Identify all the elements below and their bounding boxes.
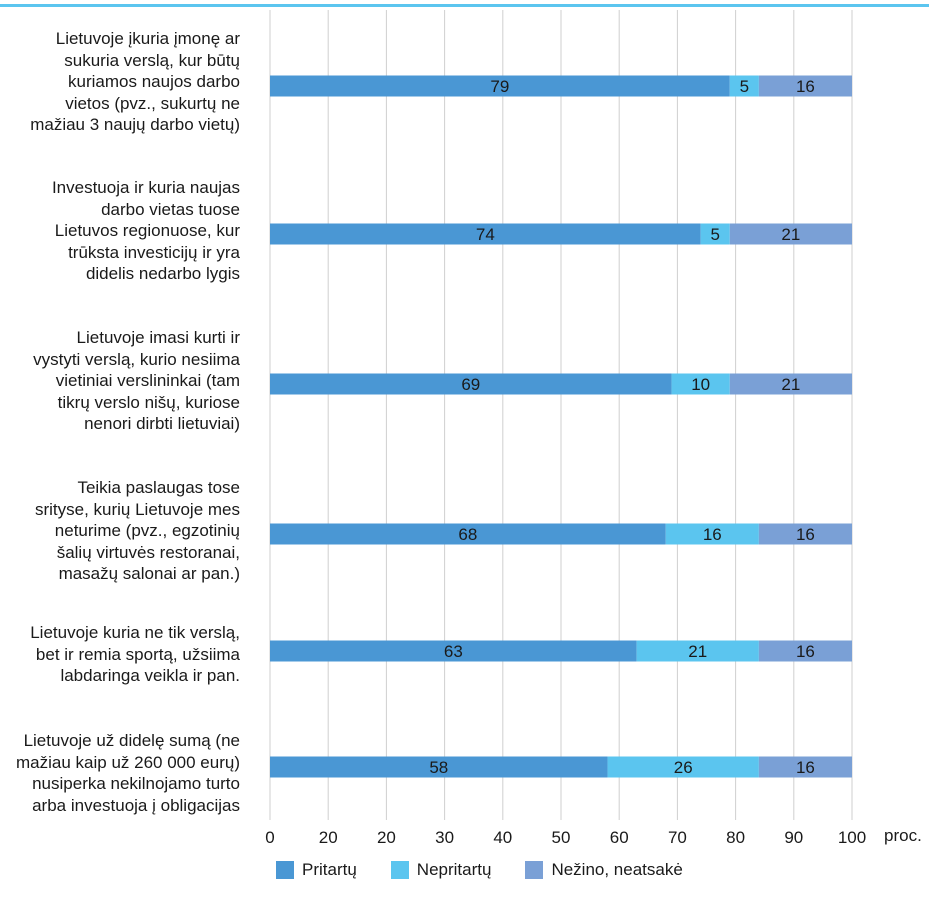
category-label-line: Lietuvoje imasi kurti ir xyxy=(76,328,240,347)
bar-value-label: 21 xyxy=(688,642,707,661)
legend-label: Pritartų xyxy=(302,860,357,879)
category-label-line: neturime (pvz., egzotinių xyxy=(54,521,240,540)
bar-segment xyxy=(270,756,608,778)
category-label-line: Lietuvos regionuose, kur xyxy=(54,221,240,240)
bar-segment xyxy=(758,75,852,97)
x-unit-label: proc. xyxy=(884,826,922,845)
legend: Pritartų Nepritartų Nežino, neatsakė xyxy=(276,860,683,880)
bar-value-label: 26 xyxy=(674,758,693,777)
x-tick-label: 20 xyxy=(319,828,338,847)
x-tick-label: 70 xyxy=(668,828,687,847)
x-tick-label: 20 xyxy=(377,828,396,847)
category-label-line: trūksta investicijų ir yra xyxy=(68,242,240,262)
bar-value-label: 5 xyxy=(710,225,719,244)
category-label-line: labdaringa veikla ir pan. xyxy=(60,666,240,685)
legend-swatch xyxy=(525,861,544,879)
bar-segment xyxy=(270,223,701,245)
category-label: Lietuvoje kuria ne tik verslą, bet ir rem… xyxy=(0,622,240,687)
category-label-line: Lietuvoje už didelę sumą (ne xyxy=(23,731,240,750)
bar-value-label: 21 xyxy=(781,375,800,394)
legend-label: Nepritartų xyxy=(416,860,492,879)
x-axis-ticks: 0 20 20 30 40 50 60 70 80 90 100 proc. xyxy=(265,826,922,847)
category-label-line: darbo vietas tuose xyxy=(101,199,240,219)
category-label-line: bet ir remia sportą, užsiima xyxy=(35,644,240,664)
x-tick-label: 90 xyxy=(784,828,803,847)
bar-segment xyxy=(270,75,730,97)
stacked-bar-chart: 79 5 16 74 5 21 69 10 21 68 16 16 63 21 16 58 26 16 0 20 20… xyxy=(265,10,922,847)
legend-item: Nežino, neatsakė xyxy=(525,860,683,880)
bar-value-label: 68 xyxy=(458,525,477,544)
legend-swatch xyxy=(276,861,294,879)
x-tick-label: 80 xyxy=(726,828,745,847)
bar-segment xyxy=(270,373,672,395)
x-tick-label: 0 xyxy=(265,828,274,847)
category-label-line: šalių virtuvės restoranai, xyxy=(56,542,240,562)
category-label-line: Lietuvoje įkuria įmonę ar xyxy=(55,29,240,48)
category-label-line: Investuoja ir kuria naujas xyxy=(51,178,240,197)
x-tick-label: 30 xyxy=(435,828,454,847)
bar-value-label: 16 xyxy=(796,525,815,544)
bar-segment xyxy=(758,523,852,545)
x-tick-label: 60 xyxy=(610,828,629,847)
category-label-line: vietos (pvz., sukurtų ne xyxy=(65,93,240,113)
category-label-line: vystyti verslą, kurio nesiima xyxy=(33,349,240,369)
category-label: Teikia paslaugas tose srityse, kurių Liet… xyxy=(0,477,240,585)
bar-value-label: 16 xyxy=(796,758,815,777)
legend-swatch xyxy=(390,861,409,879)
bar-segment xyxy=(665,523,759,545)
bar-value-label: 16 xyxy=(796,77,815,96)
bar-segment xyxy=(729,373,852,395)
bar-value-label: 10 xyxy=(691,375,710,394)
bar-value-label: 58 xyxy=(429,758,448,777)
bar-segment xyxy=(671,373,730,395)
category-label-line: Lietuvoje kuria ne tik verslą, xyxy=(30,623,240,642)
bar-segment xyxy=(607,756,759,778)
category-label-line: srityse, kurių Lietuvoje mes xyxy=(34,499,240,519)
category-label-line: arba investuoja į obligacijas xyxy=(32,795,240,815)
x-tick-label: 40 xyxy=(493,828,512,847)
legend-label: Nežino, neatsakė xyxy=(551,860,683,879)
bar-segment xyxy=(729,75,759,97)
bar-value-label: 21 xyxy=(781,225,800,244)
category-label: Lietuvoje imasi kurti ir vystyti verslą, … xyxy=(0,327,240,435)
category-label-line: masažų salonai ar pan.) xyxy=(58,564,240,583)
category-label-line: mažiau kaip už 260 000 eurų) xyxy=(16,752,240,772)
bars: 79 5 16 74 5 21 69 10 21 68 16 16 63 21 16 58 26 16 xyxy=(270,75,852,778)
bar-segment xyxy=(758,640,852,662)
category-label-line: nusiperka nekilnojamo turto xyxy=(32,774,240,793)
bar-segment xyxy=(636,640,759,662)
bar-segment xyxy=(270,523,666,545)
legend-item: Pritartų xyxy=(276,860,357,880)
category-label: Lietuvoje įkuria įmonę ar sukuria verslą,… xyxy=(0,28,240,136)
bar-segment xyxy=(270,640,637,662)
category-label: Investuoja ir kuria naujas darbo vietas t… xyxy=(0,177,240,285)
x-tick-label: 50 xyxy=(552,828,571,847)
bar-value-label: 16 xyxy=(796,642,815,661)
category-label-line: kuriamos naujos darbo xyxy=(68,72,240,91)
bar-value-label: 5 xyxy=(740,77,749,96)
category-label-line: mažiau 3 naujų darbo vietų) xyxy=(30,115,240,134)
category-label-line: didelis nedarbo lygis xyxy=(85,264,240,283)
bar-segment xyxy=(758,756,852,778)
bar-value-label: 79 xyxy=(490,77,509,96)
category-label-line: tikrų verslo nišų, kuriose xyxy=(57,392,240,412)
top-accent-rule xyxy=(0,4,929,7)
grid-lines xyxy=(269,10,853,820)
category-label-line: vietiniai verslininkai (tam xyxy=(55,371,240,390)
bar-value-label: 16 xyxy=(703,525,722,544)
category-label: Lietuvoje už didelę sumą (ne mažiau kaip … xyxy=(0,730,240,816)
bar-segment xyxy=(700,223,730,245)
legend-item: Nepritartų xyxy=(390,860,492,880)
bar-segment xyxy=(729,223,852,245)
category-label-line: sukuria verslą, kur būtų xyxy=(64,50,240,70)
bar-value-label: 74 xyxy=(476,225,495,244)
bar-value-label: 63 xyxy=(444,642,463,661)
bar-value-label: 69 xyxy=(461,375,480,394)
category-label-line: nenori dirbti lietuviai) xyxy=(84,414,240,433)
x-tick-label: 100 xyxy=(838,828,866,847)
category-label-line: Teikia paslaugas tose xyxy=(77,478,240,497)
